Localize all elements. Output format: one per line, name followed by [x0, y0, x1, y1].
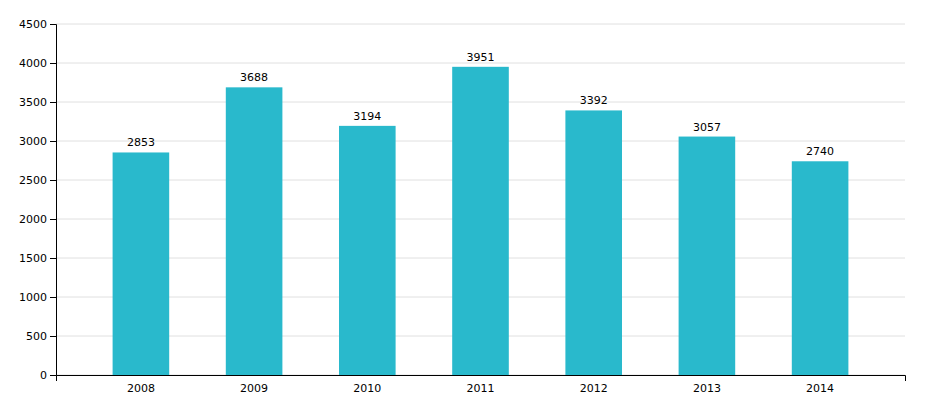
- x-tick: 2011: [467, 382, 495, 395]
- y-tick: 1500: [19, 252, 56, 265]
- x-tick: 2013: [693, 382, 721, 395]
- y-tick-label: 3000: [19, 135, 47, 148]
- y-tick-mark: [50, 102, 56, 103]
- bar: [226, 87, 283, 375]
- x-tick: 2014: [806, 382, 834, 395]
- y-tick-label: 0: [40, 369, 47, 382]
- bar: [565, 110, 622, 375]
- y-tick-label: 2500: [19, 174, 47, 187]
- y-tick: 2000: [19, 213, 56, 226]
- chart-svg: 0 500 1000 1500 2000 2500 3000 3500 4000 4500 2008…: [0, 0, 925, 409]
- y-tick-label: 4000: [19, 57, 47, 70]
- data-label: 3688: [240, 71, 268, 84]
- y-tick: 1000: [19, 291, 56, 304]
- plot: 0 500 1000 1500 2000 2500 3000 3500 4000 4500 2008…: [19, 18, 906, 395]
- y-tick-mark: [50, 180, 56, 181]
- data-label: 3194: [353, 110, 381, 123]
- data-label: 3392: [580, 94, 608, 107]
- x-tick-label: 2012: [580, 382, 608, 395]
- grid-line: [56, 24, 905, 25]
- x-axis: 2008 2009 2010 2011 2012 2013 2014: [57, 376, 906, 395]
- x-tick: 2012: [580, 382, 608, 395]
- y-tick: 3000: [19, 135, 56, 148]
- y-tick: 500: [26, 330, 56, 343]
- bars: [113, 67, 849, 375]
- x-tick: 2009: [240, 382, 268, 395]
- x-tick: 2010: [353, 382, 381, 395]
- data-label: 2853: [127, 136, 155, 149]
- data-label: 2740: [806, 145, 834, 158]
- bar: [792, 161, 849, 375]
- y-tick-label: 4500: [19, 18, 47, 31]
- x-tick-label: 2011: [467, 382, 495, 395]
- y-tick: 3500: [19, 96, 56, 109]
- data-label: 3951: [467, 51, 495, 64]
- y-tick: 0: [40, 369, 56, 382]
- grid: [56, 24, 905, 375]
- data-labels: 2853 3688 3194 3951 3392 3057 2740: [127, 51, 834, 158]
- y-tick-label: 1000: [19, 291, 47, 304]
- y-tick: 2500: [19, 174, 56, 187]
- y-axis: 0 500 1000 1500 2000 2500 3000 3500 4000 4500: [19, 18, 57, 382]
- y-tick-mark: [50, 336, 56, 337]
- y-tick-label: 500: [26, 330, 47, 343]
- x-tick-label: 2008: [127, 382, 155, 395]
- x-tick-label: 2009: [240, 382, 268, 395]
- chart-container: 0 500 1000 1500 2000 2500 3000 3500 4000 4500 2008…: [0, 0, 925, 409]
- x-axis-line: [57, 376, 906, 382]
- y-tick: 4500: [19, 18, 56, 31]
- y-tick-label: 1500: [19, 252, 47, 265]
- bar: [452, 67, 509, 375]
- bar: [113, 152, 170, 375]
- x-tick-label: 2013: [693, 382, 721, 395]
- y-tick-mark: [50, 63, 56, 64]
- y-tick-mark: [50, 141, 56, 142]
- y-tick: 4000: [19, 57, 56, 70]
- x-tick-label: 2010: [353, 382, 381, 395]
- y-tick-mark: [50, 258, 56, 259]
- x-tick-label: 2014: [806, 382, 834, 395]
- y-axis-line: [50, 25, 57, 376]
- data-label: 3057: [693, 121, 721, 134]
- y-tick-mark: [50, 219, 56, 220]
- y-tick-label: 3500: [19, 96, 47, 109]
- y-tick-label: 2000: [19, 213, 47, 226]
- y-tick-mark: [50, 297, 56, 298]
- x-tick: 2008: [127, 382, 155, 395]
- bar: [339, 126, 396, 375]
- bar: [679, 137, 736, 375]
- y-tick-mark: [50, 375, 56, 376]
- y-tick-mark: [50, 24, 56, 25]
